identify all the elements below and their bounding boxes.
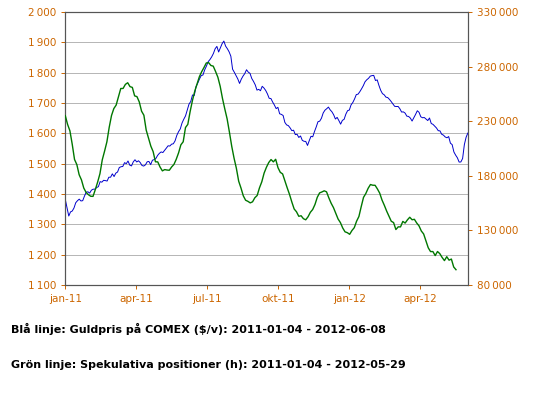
Text: Blå linje: Guldpris på COMEX ($/v): 2011-01-04 - 2012-06-08: Blå linje: Guldpris på COMEX ($/v): 2011… <box>11 323 386 335</box>
Text: Grön linje: Spekulativa positioner (h): 2011-01-04 - 2012-05-29: Grön linje: Spekulativa positioner (h): … <box>11 360 406 370</box>
